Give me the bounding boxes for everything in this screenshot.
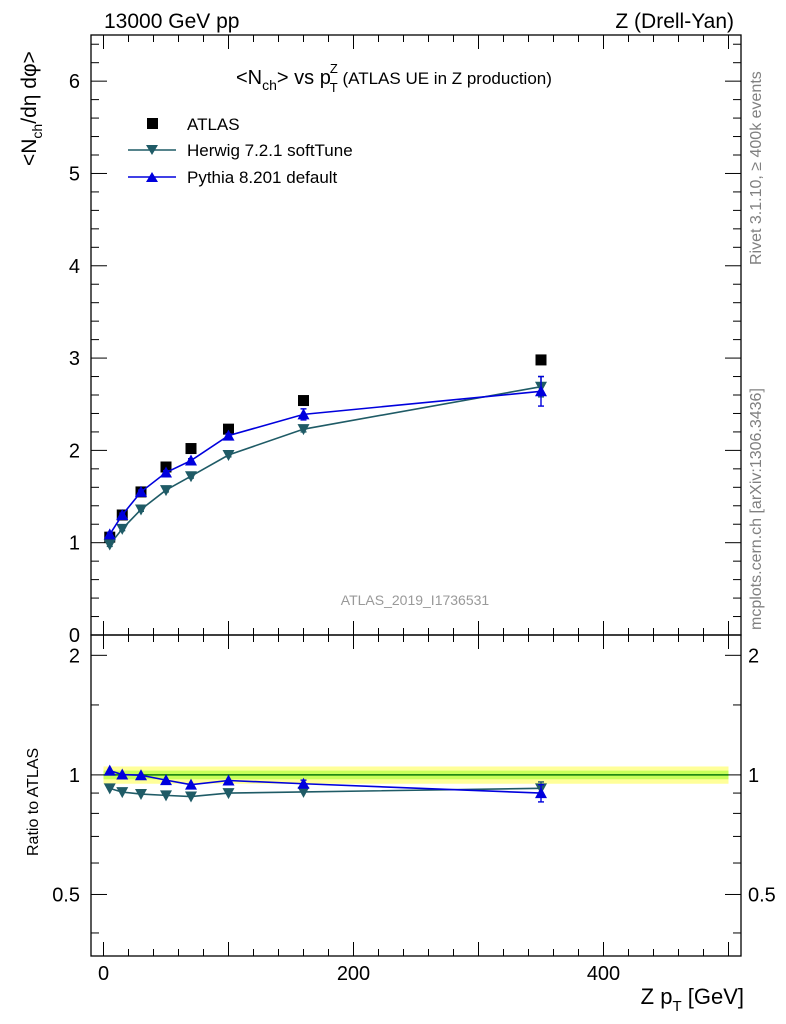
main-point-atlas: [185, 443, 197, 455]
ratio-point-pythia-8-201-default: [103, 764, 116, 776]
main-line-herwig-7-2-1-softtune: [109, 385, 542, 546]
analysis-watermark: ATLAS_2019_I1736531: [341, 592, 490, 608]
main-point-pythia-8-201-default: [535, 385, 547, 397]
ratio-point-pythia-8-201-default: [222, 774, 235, 786]
main-point-pythia-8-201-default: [103, 528, 116, 540]
main-point-pythia-8-201-default: [222, 429, 235, 441]
ratio-point-pythia-8-201-default: [185, 778, 197, 790]
main-point-herwig-7-2-1-softtune: [116, 523, 129, 535]
main-point-atlas: [535, 354, 547, 366]
ratio-line-herwig-7-2-1-softtune: [109, 787, 542, 798]
main-point-herwig-7-2-1-softtune: [297, 424, 310, 436]
legend-marker-atlas: [147, 118, 158, 129]
y-tick-label: 4: [69, 256, 80, 278]
main-point-herwig-7-2-1-softtune: [185, 471, 197, 483]
ratio-point-herwig-7-2-1-softtune: [222, 788, 235, 800]
x-axis-label: Z pT [GeV]: [641, 984, 744, 1015]
main-point-atlas: [298, 395, 309, 407]
ratio-point-pythia-8-201-default: [116, 768, 129, 780]
ratio-y-tick-label-right: 1: [748, 765, 759, 787]
x-tick-label: 400: [587, 963, 620, 985]
main-point-pythia-8-201-default: [116, 509, 129, 520]
x-tick-label: 200: [337, 963, 370, 985]
x-tick-label: 0: [98, 963, 109, 985]
main-point-pythia-8-201-default: [160, 466, 172, 478]
ratio-point-herwig-7-2-1-softtune: [297, 786, 310, 798]
main-plot-title: <Nch> vs pZ T (ATLAS UE in Z production): [236, 61, 552, 95]
main-point-herwig-7-2-1-softtune: [103, 539, 116, 551]
ratio-y-tick-label-left: 2: [69, 645, 80, 667]
legend: ATLAS Herwig 7.2.1 softTune Pythia 8.201…: [128, 115, 353, 187]
y-tick-label: 2: [69, 440, 80, 462]
y-tick-label: 5: [69, 163, 80, 185]
main-point-atlas: [223, 423, 234, 435]
ratio-y-tick-label-left: 0.5: [52, 884, 80, 906]
legend-label-atlas: ATLAS: [187, 115, 240, 134]
legend-label-herwig: Herwig 7.2.1 softTune: [187, 141, 353, 160]
ratio-y-axis-label: Ratio to ATLAS: [25, 748, 42, 856]
y-tick-label: 3: [69, 348, 80, 370]
ratio-point-herwig-7-2-1-softtune: [160, 790, 172, 802]
main-point-herwig-7-2-1-softtune: [135, 504, 147, 516]
ratio-plot-frame: [90, 634, 742, 957]
main-line-pythia-8-201-default: [109, 390, 542, 535]
main-y-axis-label: <Nch/dη dφ>: [18, 51, 45, 166]
ratio-point-pythia-8-201-default: [135, 769, 147, 781]
mcplots-label: mcplots.cern.ch [arXiv:1306.3436]: [748, 388, 765, 630]
ratio-y-tick-label-right: 0.5: [748, 884, 776, 906]
legend-marker-pythia: [146, 172, 158, 182]
y-tick-label: 1: [69, 533, 80, 555]
y-tick-label: 0: [69, 625, 80, 647]
ratio-point-herwig-7-2-1-softtune: [116, 787, 129, 799]
legend-label-pythia: Pythia 8.201 default: [187, 168, 338, 187]
main-point-herwig-7-2-1-softtune: [222, 450, 235, 461]
main-point-pythia-8-201-default: [185, 454, 197, 466]
rivet-label: Rivet 3.1.10, ≥ 400k events: [748, 71, 765, 265]
y-tick-label: 6: [69, 71, 80, 93]
ratio-point-herwig-7-2-1-softtune: [135, 789, 147, 801]
ratio-y-tick-label-left: 1: [69, 765, 80, 787]
ratio-point-pythia-8-201-default: [297, 777, 310, 789]
header-right: Z (Drell-Yan): [615, 10, 734, 33]
main-point-pythia-8-201-default: [297, 408, 310, 420]
ratio-y-tick-label-right: 2: [748, 645, 759, 667]
ratio-point-herwig-7-2-1-softtune: [185, 791, 197, 803]
header-left: 13000 GeV pp: [104, 10, 239, 33]
main-point-pythia-8-201-default: [135, 485, 147, 497]
ratio-point-herwig-7-2-1-softtune: [103, 783, 116, 795]
main-point-herwig-7-2-1-softtune: [160, 485, 172, 497]
legend-marker-herwig: [146, 145, 158, 155]
ratio-point-pythia-8-201-default: [160, 774, 172, 786]
ratio-point-pythia-8-201-default: [535, 787, 547, 799]
